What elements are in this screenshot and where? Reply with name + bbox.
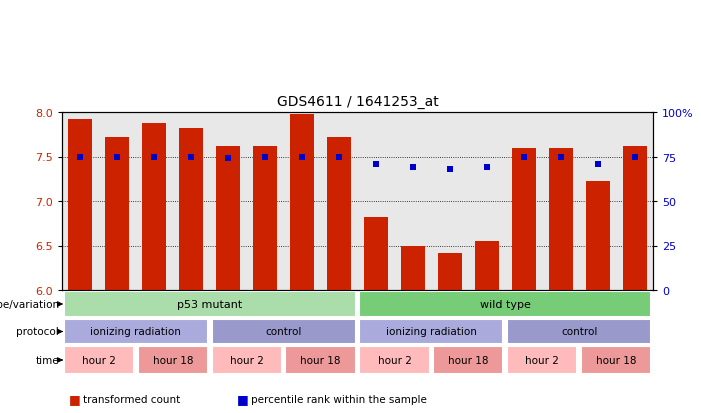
Text: transformed count: transformed count (83, 394, 180, 404)
Point (149, 154, 160, 160)
Text: wild type: wild type (479, 299, 531, 309)
Text: control: control (266, 327, 302, 337)
Bar (433, 346, 503, 374)
Text: hour 2: hour 2 (525, 355, 559, 365)
Bar (105, 138, 130, 290)
Bar (290, 114, 314, 290)
Text: percentile rank within the sample: percentile rank within the sample (251, 394, 427, 404)
Bar (581, 346, 651, 374)
Text: hour 18: hour 18 (596, 355, 637, 365)
Bar (360, 346, 430, 374)
Point (518, 154, 529, 160)
Bar (179, 129, 203, 290)
Point (481, 164, 492, 171)
Bar (507, 319, 651, 344)
Point (297, 154, 308, 160)
Bar (585, 182, 610, 290)
Text: hour 18: hour 18 (448, 355, 489, 365)
Text: ionizing radiation: ionizing radiation (90, 327, 182, 337)
Point (111, 154, 123, 160)
Bar (364, 218, 388, 290)
Text: hour 18: hour 18 (300, 355, 341, 365)
Text: protocol: protocol (16, 327, 59, 337)
Bar (401, 246, 425, 290)
Point (259, 154, 271, 160)
Point (592, 161, 603, 168)
Text: genotype/variation: genotype/variation (0, 299, 59, 309)
Bar (253, 147, 277, 290)
Bar (512, 148, 536, 290)
Text: ■: ■ (69, 392, 81, 405)
Bar (212, 319, 355, 344)
Point (407, 164, 418, 171)
Point (444, 166, 456, 173)
Point (223, 156, 234, 162)
Title: GDS4611 / 1641253_at: GDS4611 / 1641253_at (277, 95, 438, 109)
Text: hour 2: hour 2 (378, 355, 411, 365)
Point (334, 154, 345, 160)
Point (75, 154, 86, 160)
Bar (507, 346, 578, 374)
Bar (64, 291, 355, 318)
Text: hour 18: hour 18 (153, 355, 193, 365)
Bar (285, 346, 355, 374)
Bar (360, 291, 651, 318)
Text: ionizing radiation: ionizing radiation (386, 327, 477, 337)
Point (555, 154, 566, 160)
Bar (64, 319, 208, 344)
Text: p53 mutant: p53 mutant (177, 299, 243, 309)
Bar (69, 120, 93, 290)
Text: control: control (561, 327, 597, 337)
Bar (137, 346, 208, 374)
Point (370, 161, 381, 168)
Text: hour 2: hour 2 (82, 355, 116, 365)
Bar (549, 148, 573, 290)
Bar (212, 346, 282, 374)
Bar (622, 147, 646, 290)
Bar (216, 147, 240, 290)
Bar (438, 253, 462, 290)
Bar (360, 319, 503, 344)
Point (629, 154, 640, 160)
Bar (327, 138, 351, 290)
Bar (142, 123, 166, 290)
Bar (475, 242, 499, 290)
Point (186, 154, 197, 160)
Text: ■: ■ (237, 392, 249, 405)
Text: hour 2: hour 2 (230, 355, 264, 365)
Bar (64, 346, 134, 374)
Text: time: time (36, 355, 59, 365)
